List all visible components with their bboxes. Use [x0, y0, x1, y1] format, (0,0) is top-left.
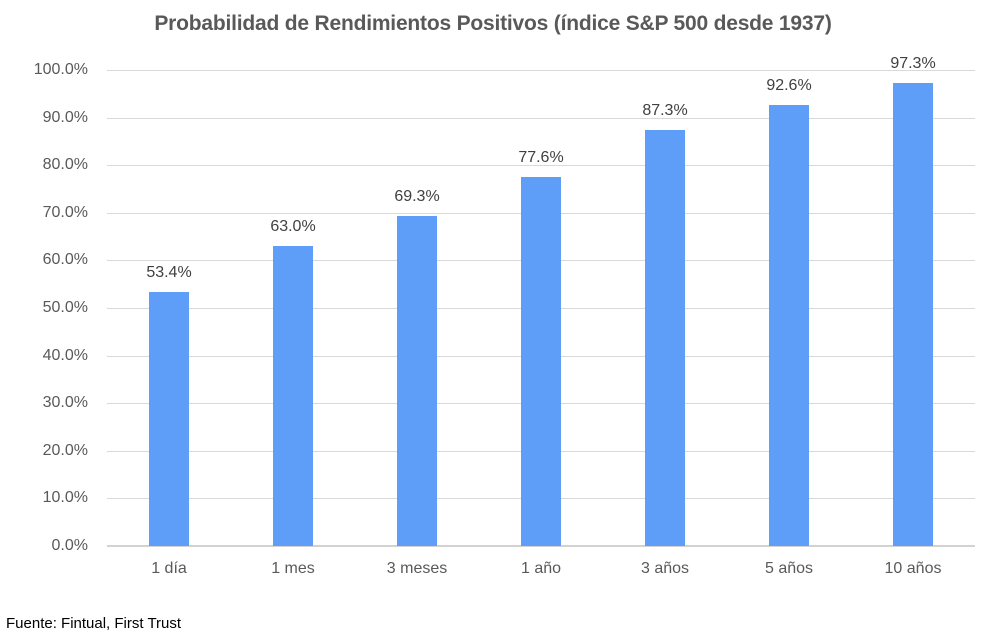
plot-area: 100.0% 90.0% 80.0% 70.0% 60.0% 50.0% 40.0% 30.0…	[34, 55, 975, 577]
y-axis-tick-label: 90.0%	[42, 108, 88, 126]
bar	[769, 105, 809, 546]
bar-value-label: 77.6%	[518, 148, 564, 166]
gridline	[107, 117, 975, 119]
bar-value-label: 63.0%	[270, 218, 316, 236]
bar	[397, 216, 437, 546]
source-note: Fuente: Fintual, First Trust	[6, 615, 182, 632]
y-axis-tick-label: 60.0%	[42, 251, 88, 269]
y-axis-tick-label: 70.0%	[42, 203, 88, 221]
y-axis-tick-label: 50.0%	[42, 299, 88, 316]
gridline	[107, 165, 975, 167]
y-axis-tick-label: 0.0%	[51, 537, 88, 554]
bar	[521, 176, 561, 546]
bar	[273, 246, 313, 546]
x-axis-label: 3 años	[640, 560, 690, 577]
bar-value-label: 92.6%	[766, 77, 812, 95]
x-axis-line	[107, 545, 975, 547]
x-axis-label: 5 años	[764, 560, 814, 577]
x-axis-label: 10 años	[884, 560, 942, 577]
bar-value-label: 97.3%	[890, 54, 936, 72]
x-axis-label: 1 día	[151, 560, 187, 577]
y-axis-tick-label: 30.0%	[42, 394, 88, 412]
bar-value-label: 87.3%	[642, 102, 688, 120]
y-axis-tick-label: 40.0%	[42, 346, 88, 364]
y-axis-tick-label: 100.0%	[33, 61, 88, 78]
bar-value-label: 69.3%	[394, 188, 440, 206]
bar	[149, 291, 189, 546]
x-axis-label: 1 año	[520, 560, 562, 577]
y-axis-tick-label: 20.0%	[42, 441, 88, 459]
gridline	[107, 70, 975, 71]
bar-value-label: 53.4%	[146, 263, 192, 281]
chart-title: Probabilidad de Rendimientos Positivos (…	[154, 12, 832, 35]
bar	[893, 82, 933, 546]
x-axis-label: 3 meses	[386, 560, 448, 577]
x-axis-label: 1 mes	[271, 560, 315, 577]
bar	[645, 130, 685, 546]
y-axis-tick-label: 10.0%	[42, 489, 88, 507]
y-axis-tick-label: 80.0%	[42, 156, 88, 174]
